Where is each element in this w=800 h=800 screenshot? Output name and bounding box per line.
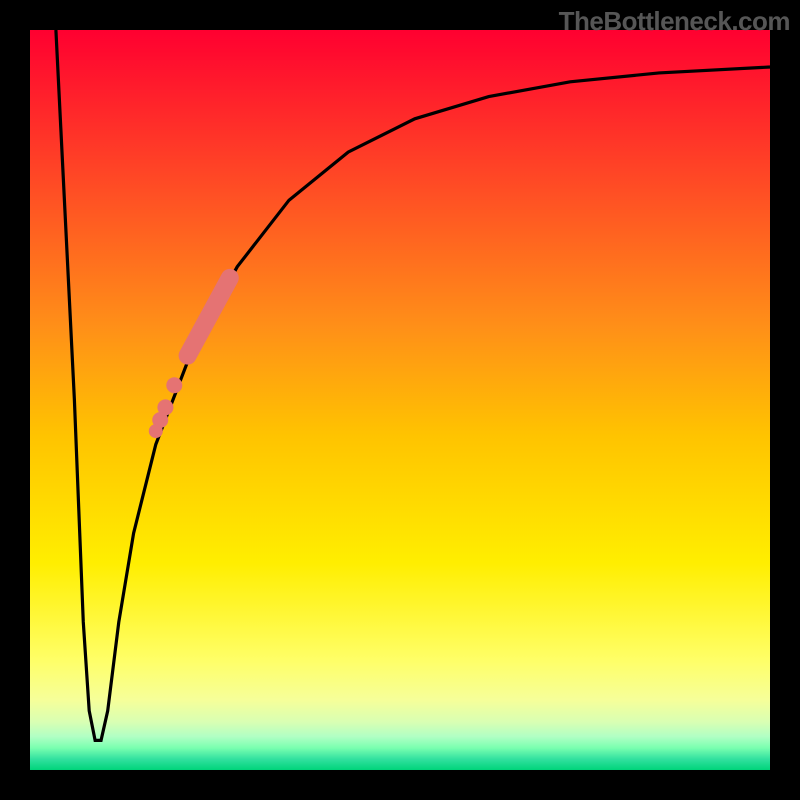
plot-background — [30, 30, 770, 770]
frame-side — [770, 0, 800, 800]
chart-svg — [0, 0, 800, 800]
watermark-label: TheBottleneck.com — [559, 6, 790, 37]
frame-side — [0, 0, 30, 800]
frame-side — [0, 770, 800, 800]
bottleneck-chart: TheBottleneck.com — [0, 0, 800, 800]
highlight-dot — [149, 424, 163, 438]
highlight-dot — [166, 377, 182, 393]
